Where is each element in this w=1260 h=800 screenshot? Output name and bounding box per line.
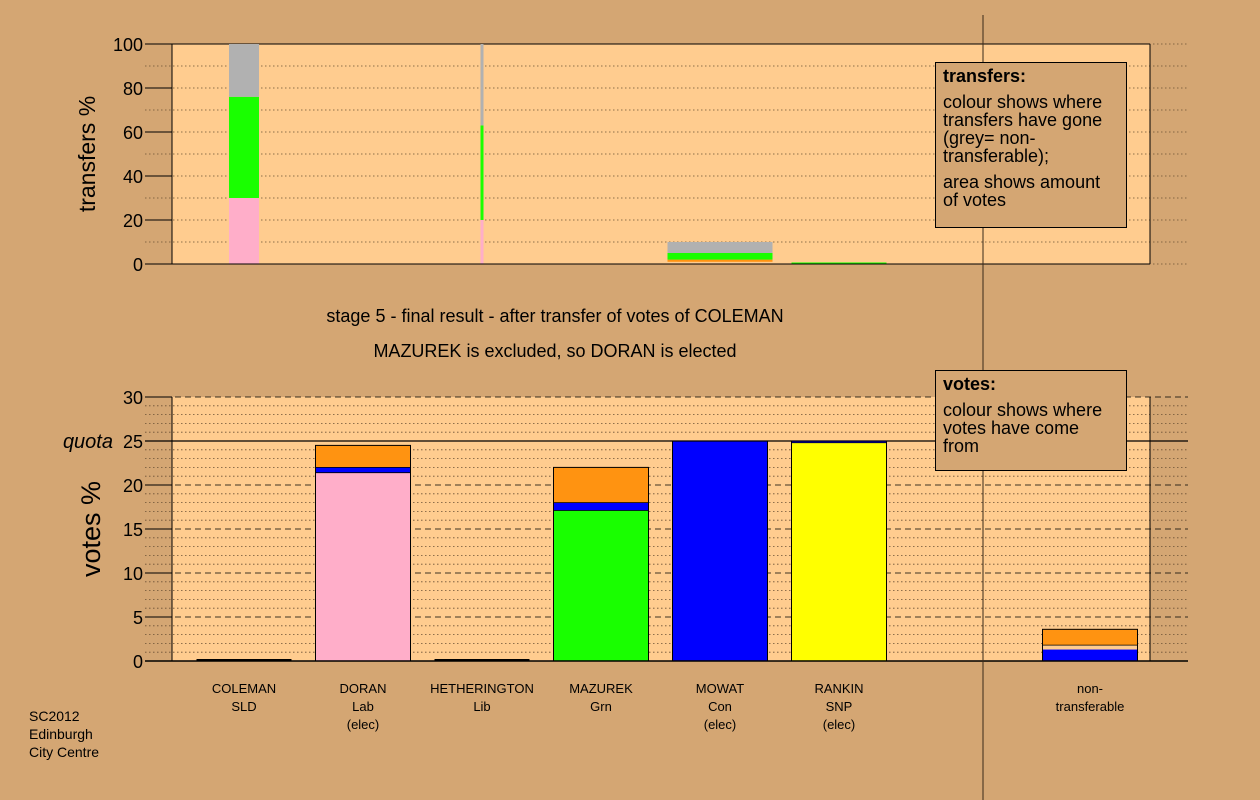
votes-legend: votes: colour shows where votes have com… (935, 370, 1127, 471)
candidate-label: MAZUREK (569, 681, 633, 696)
candidate-label: HETHERINGTON (430, 681, 534, 696)
votes-y-tick-label: 20 (123, 476, 143, 496)
candidate-label: Con (708, 699, 732, 714)
transfers-y-tick-label: 20 (123, 211, 143, 231)
vote-segment (1042, 629, 1138, 646)
vote-segment (672, 441, 768, 661)
vote-segment (315, 472, 411, 661)
candidate-label: RANKIN (814, 681, 863, 696)
transfers-legend: transfers: colour shows where transfers … (935, 62, 1127, 228)
vote-segment (791, 442, 887, 661)
transfers-y-tick-label: 0 (133, 255, 143, 275)
transfer-segment (791, 262, 887, 264)
transfer-segment (480, 44, 484, 126)
transfers-y-tick-label: 40 (123, 167, 143, 187)
transfers-y-axis-label: transfers % (74, 96, 100, 212)
transfer-segment (229, 44, 259, 97)
votes-y-tick-label: 25 (123, 432, 143, 452)
votes-y-tick-label: 5 (133, 608, 143, 628)
votes-y-axis-label: votes % (76, 481, 106, 577)
transfer-segment (667, 259, 773, 262)
vote-segment (791, 441, 887, 443)
quota-label: quota (63, 431, 113, 453)
candidate-label: Lib (473, 699, 490, 714)
candidate-label: non- (1077, 681, 1103, 696)
votes-y-tick-label: 30 (123, 388, 143, 408)
transfers-legend-title: transfers: (943, 66, 1027, 86)
votes-legend-line1: colour shows where votes have come from (943, 400, 1103, 456)
transfers-y-tick-label: 60 (123, 123, 143, 143)
candidate-label: COLEMAN (212, 681, 276, 696)
candidate-label: MOWAT (696, 681, 744, 696)
vote-segment (315, 445, 411, 468)
transfers-legend-line1: colour shows where transfers have gone (… (943, 92, 1103, 166)
footer-line1: SC2012 (29, 708, 80, 724)
votes-y-tick-label: 10 (123, 564, 143, 584)
transfers-y-tick-label: 80 (123, 79, 143, 99)
vote-segment (553, 502, 649, 511)
candidate-label: Grn (590, 699, 612, 714)
footer-line3: City Centre (29, 744, 100, 760)
transfers-legend-line2: area shows amount of votes (943, 172, 1101, 210)
candidate-label: (elec) (347, 717, 380, 732)
vote-segment (1042, 649, 1138, 661)
votes-y-tick-label: 0 (133, 652, 143, 672)
transfer-segment (229, 96, 259, 198)
vote-segment (553, 467, 649, 503)
candidate-label: (elec) (704, 717, 737, 732)
votes-legend-title: votes: (943, 374, 997, 394)
candidate-label: SLD (231, 699, 256, 714)
transfer-segment (667, 242, 773, 253)
candidate-label: DORAN (340, 681, 387, 696)
stage-caption: stage 5 - final result - after transfer … (326, 306, 784, 326)
vote-segment (553, 510, 649, 661)
transfers-y-tick-label: 100 (113, 35, 143, 55)
votes-y-tick-label: 15 (123, 520, 143, 540)
vote-segment (315, 467, 411, 473)
election-footer: SC2012 Edinburgh City Centre (29, 707, 99, 761)
candidate-label: (elec) (823, 717, 856, 732)
transfer-segment (480, 125, 484, 220)
candidate-label: SNP (826, 699, 853, 714)
candidate-label: transferable (1056, 699, 1125, 714)
transfer-segment (480, 220, 484, 264)
result-caption: MAZUREK is excluded, so DORAN is elected (373, 341, 737, 361)
footer-line2: Edinburgh (29, 726, 93, 742)
transfer-segment (229, 198, 259, 264)
transfer-segment (667, 253, 773, 260)
candidate-label: Lab (352, 699, 374, 714)
